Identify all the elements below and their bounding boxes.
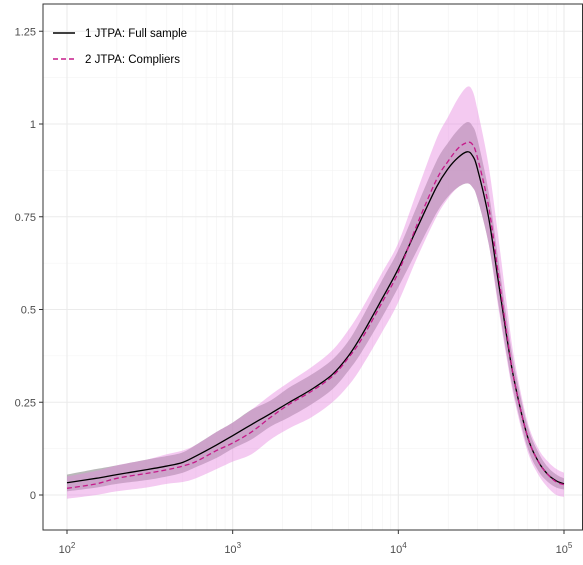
legend-label-2: 2 JTPA: Compliers: [85, 54, 180, 66]
confidence-bands: [67, 86, 564, 499]
y-tick-label: 0.5: [21, 305, 36, 317]
x-tick-label: 102: [59, 541, 76, 556]
legend-label-1: 1 JTPA: Full sample: [85, 28, 187, 40]
y-tick-label: 1: [30, 119, 36, 131]
x-tick-label: 103: [224, 541, 241, 556]
y-tick-label: 0.25: [15, 397, 36, 409]
y-tick-label: 0: [30, 490, 36, 502]
x-tick-label: 105: [556, 541, 573, 556]
y-tick-label: 1.25: [15, 26, 36, 38]
series-line-2: [66, 141, 565, 489]
confidence-band-2: [67, 86, 564, 499]
x-tick-label: 104: [390, 541, 407, 556]
legend: 1 JTPA: Full sample 2 JTPA: Compliers: [53, 28, 187, 66]
y-tick-label: 0.75: [15, 212, 36, 224]
series-line-1: [66, 151, 565, 485]
series-lines: [66, 141, 565, 489]
